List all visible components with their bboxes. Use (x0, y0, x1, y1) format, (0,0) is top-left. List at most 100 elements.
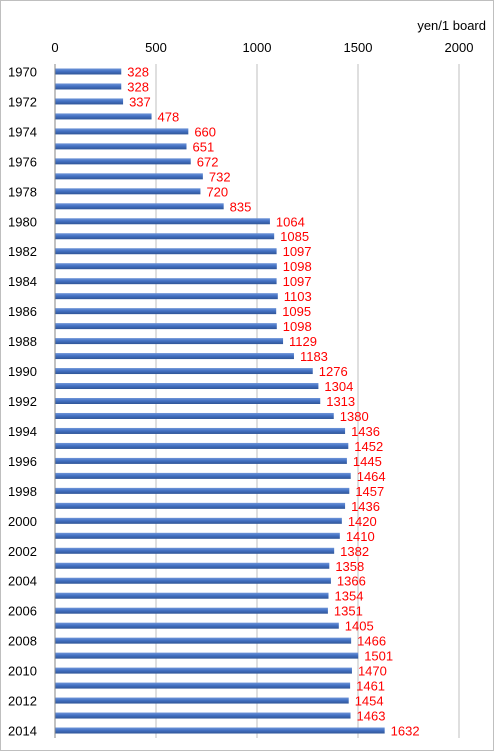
bar-1982 (55, 248, 277, 255)
data-label-2007: 1405 (345, 619, 374, 634)
bar-2014 (55, 727, 385, 734)
y-tick-label-1976: 1976 (8, 154, 37, 169)
bar-2005 (55, 592, 329, 599)
bar-1989 (55, 353, 294, 360)
y-tick-label-2012: 2012 (8, 694, 37, 709)
data-label-1986: 1095 (282, 304, 311, 319)
data-label-1995: 1452 (354, 439, 383, 454)
data-label-2009: 1501 (364, 649, 393, 664)
y-tick-label-1972: 1972 (8, 94, 37, 109)
bar-1998 (55, 487, 350, 494)
data-label-1983: 1098 (283, 259, 312, 274)
data-label-1989: 1183 (300, 349, 328, 364)
bar-2008 (55, 637, 352, 644)
y-tick-label-1984: 1984 (8, 274, 37, 289)
data-label-1994: 1436 (351, 424, 380, 439)
bar-1997 (55, 472, 351, 479)
y-tick-label-1988: 1988 (8, 334, 37, 349)
bar-1990 (55, 368, 313, 375)
y-tick-label-1978: 1978 (8, 184, 37, 199)
data-label-1979: 835 (230, 199, 252, 214)
data-label-2004: 1366 (337, 574, 366, 589)
bar-2012 (55, 697, 349, 704)
x-axis-ticks: 0 500 1000 1500 2000 (51, 40, 473, 55)
bars (55, 68, 385, 734)
y-tick-label-1990: 1990 (8, 364, 37, 379)
bar-1984 (55, 278, 277, 285)
bar-1995 (55, 442, 349, 449)
bar-1976 (55, 158, 191, 165)
bar-2002 (55, 547, 335, 554)
bar-2007 (55, 622, 339, 629)
bar-2001 (55, 532, 340, 539)
bar-1970 (55, 68, 122, 75)
bar-1988 (55, 338, 284, 345)
data-label-1998: 1457 (355, 484, 384, 499)
data-label-2002: 1382 (340, 544, 369, 559)
data-label-1990: 1276 (319, 364, 348, 379)
y-tick-label-1998: 1998 (8, 484, 37, 499)
bar-1993 (55, 412, 334, 419)
bar-1996 (55, 457, 347, 464)
y-tick-label-2000: 2000 (8, 514, 37, 529)
y-tick-label-2014: 2014 (8, 724, 37, 739)
bar-1994 (55, 427, 346, 434)
data-label-2012: 1454 (355, 694, 384, 709)
bar-2011 (55, 682, 351, 689)
data-label-1999: 1436 (351, 499, 380, 514)
data-label-2010: 1470 (358, 664, 387, 679)
bar-2004 (55, 577, 331, 584)
bar-1983 (55, 263, 277, 270)
data-label-2014: 1632 (391, 724, 420, 739)
data-label-1975: 651 (193, 139, 215, 154)
y-tick-label-2002: 2002 (8, 544, 37, 559)
y-tick-label-1974: 1974 (8, 124, 37, 139)
bar-1971 (55, 83, 122, 90)
data-label-1970: 328 (127, 64, 149, 79)
data-label-1976: 672 (197, 154, 219, 169)
y-tick-label-2004: 2004 (8, 574, 37, 589)
bar-1985 (55, 293, 278, 300)
y-tick-label-2006: 2006 (8, 604, 37, 619)
bar-1975 (55, 143, 187, 150)
unit-label: yen/1 board (417, 18, 486, 33)
bar-1972 (55, 98, 124, 105)
data-label-2003: 1358 (335, 559, 364, 574)
y-tick-label-1982: 1982 (8, 244, 37, 259)
data-label-2011: 1461 (356, 679, 385, 694)
data-label-1971: 328 (127, 79, 149, 94)
y-axis-ticks: 1970 1972 1974 1976 1978 1980 1982 1984 1986 1988… (8, 64, 37, 738)
bar-1981 (55, 233, 275, 240)
bar-1979 (55, 203, 224, 210)
bar-1973 (55, 113, 152, 120)
y-tick-label-1994: 1994 (8, 424, 37, 439)
x-tick-label: 0 (51, 40, 58, 55)
bar-1978 (55, 188, 201, 195)
bar-1974 (55, 128, 189, 135)
data-label-1972: 337 (129, 94, 151, 109)
data-label-2001: 1410 (346, 529, 375, 544)
data-label-1992: 1313 (326, 394, 355, 409)
y-tick-label-1970: 1970 (8, 64, 37, 79)
y-tick-label-1986: 1986 (8, 304, 37, 319)
x-tick-label: 1500 (344, 40, 373, 55)
x-tick-label: 1000 (243, 40, 272, 55)
y-tick-label-1992: 1992 (8, 394, 37, 409)
data-label-1991: 1304 (324, 379, 353, 394)
bar-2006 (55, 607, 328, 614)
data-label-1982: 1097 (283, 244, 312, 259)
data-label-1980: 1064 (276, 214, 305, 229)
data-label-1984: 1097 (283, 274, 312, 289)
bar-2009 (55, 652, 359, 659)
data-label-1987: 1098 (283, 319, 312, 334)
bar-1999 (55, 502, 346, 509)
data-label-2013: 1463 (357, 709, 386, 724)
data-label-1985: 1103 (284, 289, 312, 304)
data-label-1977: 732 (209, 169, 231, 184)
data-label-2000: 1420 (348, 514, 377, 529)
bar-2010 (55, 667, 352, 674)
data-label-1981: 1085 (280, 229, 309, 244)
data-labels: 3283283374786606516727327208351064108510… (127, 64, 419, 738)
data-label-1996: 1445 (353, 454, 382, 469)
bar-1986 (55, 308, 277, 315)
